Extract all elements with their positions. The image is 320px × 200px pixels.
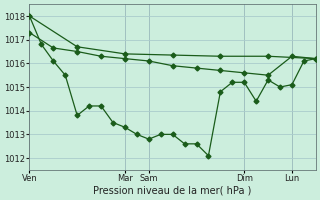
X-axis label: Pression niveau de la mer( hPa ): Pression niveau de la mer( hPa ) (93, 186, 252, 196)
